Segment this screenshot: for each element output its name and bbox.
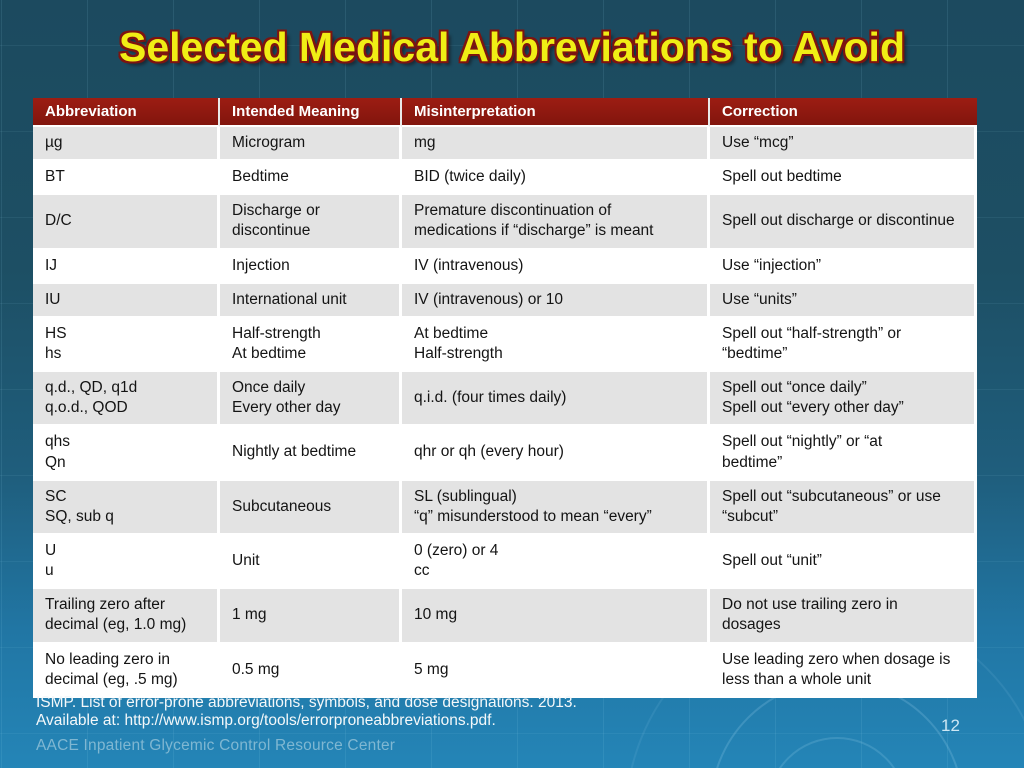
column-header-abbreviation: Abbreviation [33,98,220,127]
abbreviations-table: Abbreviation Intended Meaning Misinterpr… [33,98,977,698]
table-cell: Unit [220,534,402,590]
table-cell: Trailing zero after decimal (eg, 1.0 mg) [33,589,220,644]
table-row: BT Bedtime BID (twice daily) Spell out bedt… [33,161,977,196]
table-cell: HS hs [33,317,220,373]
table-cell: qhs Qn [33,426,220,481]
table-cell: Microgram [220,127,402,162]
table-cell: Half-strength At bedtime [220,317,402,373]
table-cell: Bedtime [220,161,402,196]
table-cell: IU [33,283,220,318]
table-cell: BT [33,161,220,196]
table-cell: 1 mg [220,589,402,644]
table-cell: At bedtime Half-strength [402,317,710,373]
table-cell: 10 mg [402,589,710,644]
table-cell: SL (sublingual) “q” misunderstood to mea… [402,480,710,535]
table-cell: q.d., QD, q1d q.o.d., QOD [33,372,220,427]
table-cell: Use leading zero when dosage is less tha… [710,643,977,698]
column-header-intended-meaning: Intended Meaning [220,98,402,127]
table-row: qhs Qn Nightly at bedtime qhr or qh (every… [33,426,977,481]
table-row: µg Microgram mg Use “mcg” [33,127,977,162]
table-cell: U u [33,534,220,590]
table-cell: D/C [33,195,220,250]
decorative-circle [767,737,907,768]
table-body: µg Microgram mg Use “mcg” BT Bedtime BID (twic… [33,127,977,698]
table-cell: BID (twice daily) [402,161,710,196]
table-cell: 0.5 mg [220,643,402,698]
table-cell: IJ [33,249,220,284]
table-cell: Spell out bedtime [710,161,977,196]
table-cell: Spell out “unit” [710,534,977,590]
table-cell: Spell out “half-strength” or “bedtime” [710,317,977,373]
table-cell: Spell out “once daily” Spell out “every … [710,372,977,427]
table-row: Trailing zero after decimal (eg, 1.0 mg)… [33,589,977,644]
slide-title: Selected Medical Abbreviations to Avoid [118,24,905,70]
table-cell: Nightly at bedtime [220,426,402,481]
column-header-misinterpretation: Misinterpretation [402,98,710,127]
table-row: SC SQ, sub q Subcutaneous SL (sublingual) … [33,480,977,535]
table-cell: IV (intravenous) or 10 [402,283,710,318]
column-header-correction: Correction [710,98,977,127]
table-cell: Do not use trailing zero in dosages [710,589,977,644]
table-cell: Injection [220,249,402,284]
table-cell: mg [402,127,710,162]
table-cell: Spell out “subcutaneous” or use “subcut” [710,480,977,535]
citation-text: ISMP. List of error-prone abbreviations,… [36,694,796,730]
footer-resource-center-label: AACE Inpatient Glycemic Control Resource… [36,737,396,754]
table-row: q.d., QD, q1d q.o.d., QOD Once daily Ever… [33,372,977,427]
table-cell: Spell out discharge or discontinue [710,195,977,250]
table-row: U u Unit 0 (zero) or 4 cc Spell out “unit” [33,534,977,590]
table-row: HS hs Half-strength At bedtime At bedtime … [33,317,977,373]
table-cell: 5 mg [402,643,710,698]
table-cell: Once daily Every other day [220,372,402,427]
table-cell: q.i.d. (four times daily) [402,372,710,427]
table-cell: Premature discontinuation of medications… [402,195,710,250]
table-cell: SC SQ, sub q [33,480,220,535]
table-cell: Use “units” [710,283,977,318]
table-cell: Subcutaneous [220,480,402,535]
table-cell: IV (intravenous) [402,249,710,284]
table-row: No leading zero in decimal (eg, .5 mg) 0.… [33,643,977,698]
table-row: IU International unit IV (intravenous) or … [33,283,977,318]
table-cell: qhr or qh (every hour) [402,426,710,481]
page-number: 12 [941,716,960,735]
table-cell: No leading zero in decimal (eg, .5 mg) [33,643,220,698]
table-cell: International unit [220,283,402,318]
table-cell: Spell out “nightly” or “at bedtime” [710,426,977,481]
table-header-row: Abbreviation Intended Meaning Misinterpr… [33,98,977,127]
table-row: IJ Injection IV (intravenous) Use “injectio… [33,249,977,284]
citation-line-1: ISMP. List of error-prone abbreviations,… [36,694,577,711]
citation-line-2: Available at: http://www.ismp.org/tools/… [36,712,496,729]
table-cell: Use “injection” [710,249,977,284]
table-cell: Discharge or discontinue [220,195,402,250]
table-cell: Use “mcg” [710,127,977,162]
table-cell: 0 (zero) or 4 cc [402,534,710,590]
table-row: D/C Discharge or discontinue Premature dis… [33,195,977,250]
table-cell: µg [33,127,220,162]
